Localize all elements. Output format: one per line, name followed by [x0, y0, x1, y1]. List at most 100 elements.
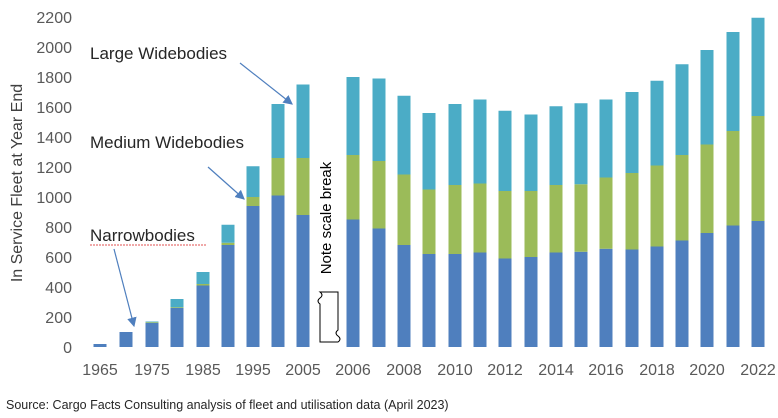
- bar-medium-widebodies-2009: [422, 189, 436, 254]
- bar-large-widebodies-2019: [675, 64, 689, 155]
- y-axis-ticks: 0 200 400 600 800 1000 1200 1400 1600 1800 2000 220…: [36, 10, 72, 357]
- bar-narrowbodies-2010: [448, 254, 462, 347]
- bar-narrowbodies-2015: [574, 251, 588, 347]
- bar-large-widebodies-2005: [296, 84, 310, 158]
- bar-narrowbodies-2006: [346, 219, 360, 347]
- bar-narrowbodies-2014: [549, 252, 563, 347]
- bar-medium-widebodies-1985: [196, 284, 210, 286]
- x-tick-label: 2018: [639, 362, 675, 379]
- bar-large-widebodies-2012: [498, 110, 512, 191]
- bar-narrowbodies-2022: [751, 221, 765, 347]
- bar-large-widebodies-2021: [726, 32, 740, 131]
- y-tick-label: 1000: [36, 190, 72, 207]
- scale-break-marker: [317, 291, 341, 343]
- bar-large-widebodies-1990: [221, 224, 235, 243]
- bar-medium-widebodies-2021: [726, 131, 740, 226]
- bar-narrowbodies-1995: [246, 206, 260, 347]
- annotation-large-widebodies: Large Widebodies: [90, 44, 227, 63]
- y-tick-label: 2200: [36, 10, 72, 27]
- bar-medium-widebodies-2017: [625, 173, 639, 250]
- bar-large-widebodies-2010: [448, 104, 462, 185]
- bar-narrowbodies-2013: [524, 257, 538, 347]
- x-tick-label: 2014: [538, 362, 574, 379]
- y-tick-label: 800: [45, 220, 72, 237]
- bar-narrowbodies-2020: [700, 233, 714, 347]
- bar-medium-widebodies-2011: [473, 183, 487, 253]
- bar-large-widebodies-2022: [751, 17, 765, 116]
- bar-medium-widebodies-2018: [650, 165, 664, 247]
- bar-medium-widebodies-2005: [296, 158, 310, 215]
- x-tick-label: 2020: [689, 362, 725, 379]
- bar-large-widebodies-2006: [346, 77, 360, 155]
- bar-narrowbodies-2018: [650, 246, 664, 347]
- scale-break-note: Note scale break: [318, 161, 335, 274]
- x-tick-label: 1985: [185, 362, 221, 379]
- bar-medium-widebodies-2022: [751, 116, 765, 221]
- bar-medium-widebodies-2008: [397, 174, 411, 245]
- bar-narrowbodies-1965: [93, 344, 107, 347]
- bars: [93, 17, 765, 347]
- y-tick-label: 1200: [36, 160, 72, 177]
- y-tick-label: 2000: [36, 40, 72, 57]
- x-tick-label: 2012: [487, 362, 523, 379]
- bar-narrowbodies-2000: [271, 195, 285, 347]
- bar-medium-widebodies-2013: [524, 191, 538, 257]
- y-tick-label: 1400: [36, 130, 72, 147]
- bar-medium-widebodies-2012: [498, 191, 512, 259]
- x-tick-label: 2016: [588, 362, 624, 379]
- bar-medium-widebodies-2007: [372, 161, 386, 229]
- x-axis-ticks: 1965 1975 1985 1995 2005 2006 2008 2010 2012 2014…: [82, 362, 776, 379]
- bar-narrowbodies-2021: [726, 225, 740, 347]
- bar-narrowbodies-2016: [599, 248, 613, 347]
- bar-medium-widebodies-2000: [271, 158, 285, 196]
- x-tick-label: 2022: [740, 362, 776, 379]
- bar-medium-widebodies-2016: [599, 177, 613, 249]
- bar-large-widebodies-2017: [625, 92, 639, 173]
- x-tick-label: 1965: [82, 362, 118, 379]
- arrow-narrowbodies: [113, 248, 137, 328]
- bar-narrowbodies-2019: [675, 240, 689, 347]
- bar-large-widebodies-1975: [145, 321, 159, 323]
- bar-narrowbodies-2007: [372, 228, 386, 347]
- annotations: Large Widebodies Medium Widebodies Narro…: [90, 44, 341, 343]
- arrow-medium-widebodies: [207, 166, 245, 200]
- x-tick-label: 2010: [437, 362, 473, 379]
- bar-narrowbodies-1980: [170, 308, 184, 347]
- y-tick-label: 600: [45, 250, 72, 267]
- bar-medium-widebodies-1975: [145, 322, 159, 323]
- y-tick-label: 1800: [36, 70, 72, 87]
- bar-narrowbodies-2009: [422, 254, 436, 347]
- bar-medium-widebodies-2015: [574, 184, 588, 252]
- bar-large-widebodies-1995: [246, 166, 260, 197]
- bar-large-widebodies-2016: [599, 99, 613, 178]
- bar-large-widebodies-2013: [524, 114, 538, 191]
- bar-large-widebodies-2000: [271, 104, 285, 158]
- bar-narrowbodies-2017: [625, 249, 639, 347]
- bar-medium-widebodies-2020: [700, 144, 714, 233]
- x-tick-label: 1995: [235, 362, 271, 379]
- y-tick-label: 400: [45, 280, 72, 297]
- x-tick-label: 2008: [386, 362, 422, 379]
- x-tick-label: 2005: [285, 362, 321, 379]
- arrow-large-widebodies: [239, 62, 293, 105]
- y-axis-label: In Service Fleet at Year End: [9, 84, 26, 282]
- bar-large-widebodies-2015: [574, 103, 588, 185]
- bar-narrowbodies-2011: [473, 252, 487, 347]
- bar-large-widebodies-2014: [549, 106, 563, 185]
- bar-medium-widebodies-2019: [675, 155, 689, 241]
- y-tick-label: 1600: [36, 100, 72, 117]
- x-tick-label: 1975: [134, 362, 170, 379]
- x-tick-label: 2006: [335, 362, 371, 379]
- bar-large-widebodies-2008: [397, 95, 411, 175]
- bar-medium-widebodies-1980: [170, 307, 184, 308]
- bar-large-widebodies-2009: [422, 113, 436, 190]
- bar-narrowbodies-1970: [119, 332, 133, 347]
- bar-narrowbodies-2008: [397, 245, 411, 347]
- bar-large-widebodies-2018: [650, 80, 664, 166]
- bar-narrowbodies-1975: [145, 323, 159, 347]
- source-note: Source: Cargo Facts Consulting analysis …: [6, 398, 449, 412]
- bar-medium-widebodies-2014: [549, 185, 563, 253]
- bar-narrowbodies-1985: [196, 285, 210, 347]
- annotation-narrowbodies: Narrowbodies: [90, 226, 195, 245]
